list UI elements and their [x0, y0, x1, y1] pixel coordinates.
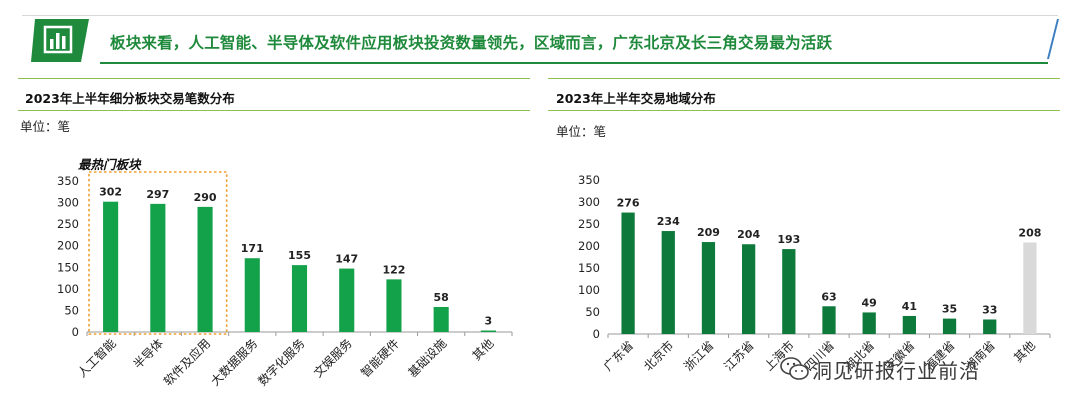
x-tick-label: 大数据服务	[207, 336, 260, 389]
y-tick-label: 350	[578, 173, 600, 187]
y-tick-label: 350	[57, 174, 79, 188]
data-label: 33	[982, 303, 997, 316]
x-tick-label: 智能硬件	[358, 336, 403, 381]
data-label: 3	[485, 315, 493, 328]
data-label: 49	[862, 296, 877, 309]
bar	[197, 206, 213, 332]
highlight-label: 最热门板块	[78, 157, 141, 172]
data-label: 209	[697, 226, 720, 239]
bar	[661, 231, 675, 334]
bar	[291, 265, 308, 332]
bar	[862, 312, 876, 334]
y-tick-label: 200	[57, 239, 79, 253]
bar	[902, 315, 916, 334]
watermark-text: 洞见研报行业前沿	[812, 359, 980, 383]
x-tick-label: 软件及应用	[160, 336, 213, 389]
wechat-icon	[780, 357, 809, 380]
y-tick-label: 0	[593, 327, 600, 341]
x-tick-label: 其他	[1011, 338, 1038, 365]
bar-chart-icon	[31, 19, 89, 62]
right-panel-title: 2023年上半年交易地域分布	[556, 91, 716, 106]
data-label: 276	[617, 197, 640, 210]
data-label: 171	[241, 242, 264, 255]
y-tick-label: 0	[72, 325, 79, 339]
y-tick-label: 250	[578, 217, 600, 231]
data-label: 35	[942, 303, 957, 316]
x-tick-label: 广东省	[601, 338, 636, 373]
region-deal-count-chart: 0 50 100 150 200 250 300 350 276 广东省 234 北京市 209 浙江省 2…	[578, 173, 1051, 374]
bar	[701, 242, 716, 334]
data-label: 155	[288, 249, 311, 262]
bar	[244, 258, 260, 332]
data-label: 234	[657, 215, 680, 228]
right-panel-unit: 单位：笔	[556, 124, 607, 139]
bar	[339, 268, 355, 332]
data-label: 204	[737, 228, 760, 241]
data-label: 63	[821, 290, 836, 303]
header-bar	[22, 15, 1058, 66]
x-tick-label: 其他	[470, 336, 497, 363]
bar	[621, 212, 635, 334]
y-tick-label: 250	[57, 217, 79, 231]
data-label: 297	[146, 188, 169, 201]
x-tick-label: 浙江省	[681, 338, 716, 373]
y-tick-label: 50	[64, 303, 79, 317]
data-label: 290	[194, 191, 217, 204]
right-panel-top-rule	[548, 78, 1060, 79]
bar	[1023, 242, 1037, 334]
y-tick-label: 150	[578, 261, 600, 275]
left-panel-unit: 单位：笔	[20, 119, 71, 134]
y-tick-label: 200	[578, 239, 600, 253]
sector-deal-count-chart: 0 50 100 150 200 250 300 350 302 人工智能 297 半导体 290 软件及…	[57, 171, 513, 389]
bar	[150, 203, 166, 332]
x-tick-label: 文娱服务	[310, 336, 355, 381]
bar	[742, 244, 756, 334]
bar	[822, 306, 836, 334]
bar	[942, 318, 957, 334]
header-underline	[100, 62, 1048, 64]
bar	[983, 319, 997, 334]
bar	[480, 330, 496, 332]
bar	[782, 249, 796, 334]
x-tick-label: 半导体	[131, 336, 166, 371]
page-title: 板块来看，人工智能、半导体及软件应用板块投资数量领先，区域而言，广东北京及长三角…	[110, 34, 833, 52]
left-panel-top-rule	[18, 78, 530, 79]
left-panel-title-rule	[18, 110, 530, 111]
right-panel-title-rule	[548, 110, 1060, 111]
y-tick-label: 300	[578, 195, 600, 209]
x-tick-label: 人工智能	[74, 336, 119, 381]
y-tick-label: 50	[585, 305, 600, 319]
data-label: 193	[777, 233, 800, 246]
y-tick-label: 100	[57, 282, 79, 296]
x-tick-label: 江苏省	[721, 338, 756, 373]
x-tick-label: 数字化服务	[255, 336, 308, 389]
bar	[386, 279, 402, 332]
y-tick-label: 150	[57, 260, 79, 274]
y-tick-label: 300	[57, 196, 79, 210]
data-label: 41	[902, 300, 917, 313]
data-label: 208	[1018, 226, 1041, 239]
bar	[433, 306, 449, 332]
x-tick-label: 北京市	[640, 338, 676, 374]
data-label: 122	[382, 263, 405, 276]
data-label: 302	[99, 186, 122, 199]
data-label: 147	[335, 253, 358, 266]
data-label: 58	[434, 291, 449, 304]
y-tick-label: 100	[578, 283, 600, 297]
x-tick-label: 基础设施	[405, 336, 449, 380]
bar	[103, 201, 119, 332]
left-panel-title: 2023年上半年细分板块交易笔数分布	[25, 91, 235, 106]
